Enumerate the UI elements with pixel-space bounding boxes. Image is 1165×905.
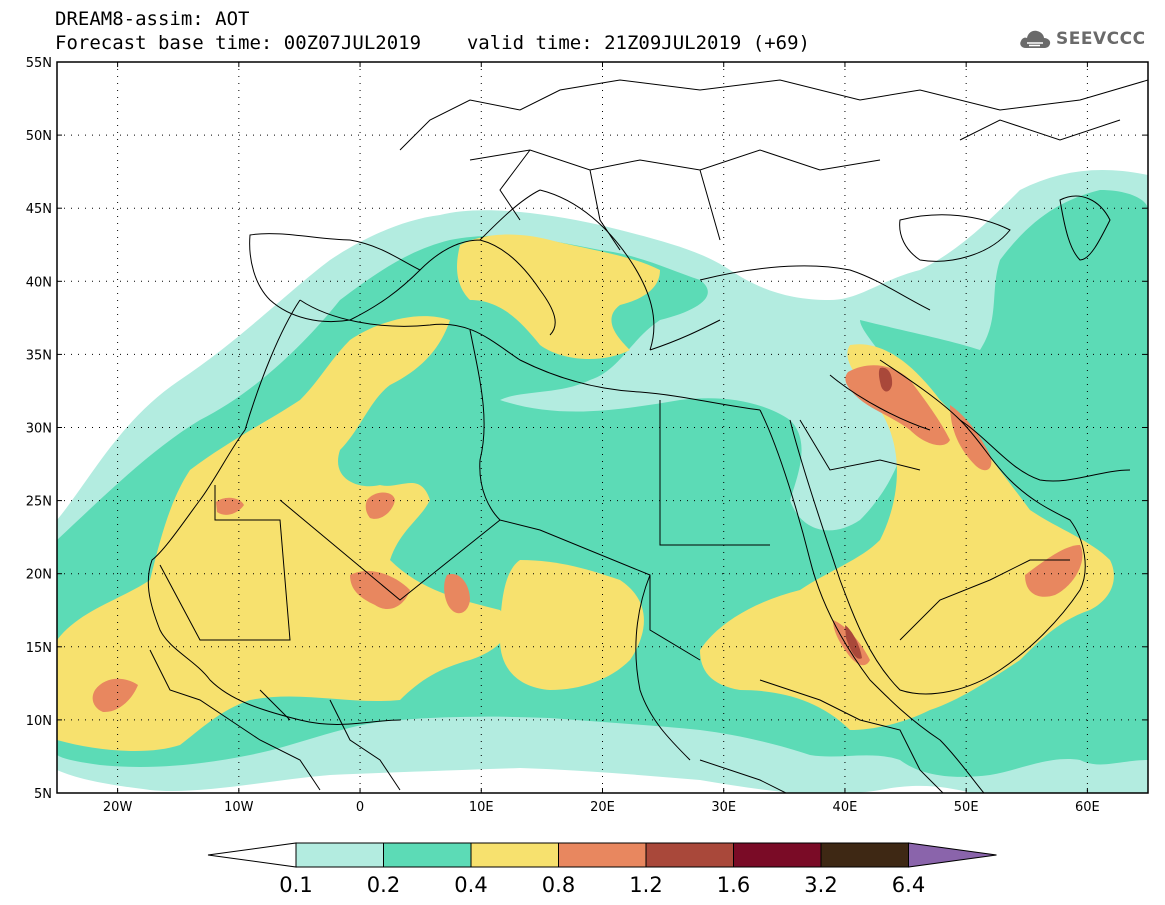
- coastline-balkans-greece: [539, 189, 721, 351]
- aot-colorbar: [207, 842, 997, 868]
- lat-tick-label: 40N: [26, 275, 52, 290]
- aot-band-0.8-1.2-niger: [444, 574, 470, 614]
- lat-tick-label: 55N: [26, 56, 52, 71]
- border-chad-sudan: [635, 574, 691, 761]
- aot-band-0.8-1.2-oman: [1025, 545, 1083, 597]
- aot-band-0.4-0.8-west: [57, 316, 509, 752]
- lon-tick-label: 0: [356, 800, 364, 815]
- coastline-persian-gulf: [959, 419, 1131, 482]
- graticule-grid: [57, 62, 1148, 793]
- longitude-tick-labels: 20W 10W 0 10E 20E 30E 40E 50E 60E: [103, 800, 1100, 815]
- lat-tick-label: 10N: [26, 714, 52, 729]
- aot-band-1.2-1.6-redsea: [845, 625, 862, 659]
- lat-tick-label: 15N: [26, 641, 52, 656]
- cloud-icon: [1020, 30, 1051, 48]
- lat-tick-label: 25N: [26, 495, 52, 510]
- colorbar-arrow-low: [207, 842, 297, 868]
- coastline-redsea-west: [759, 409, 985, 793]
- aot-band-1.2-1.6-iraq: [878, 367, 893, 392]
- lat-tick-label: 35N: [26, 348, 52, 363]
- border-west-africa-small: [149, 649, 401, 791]
- coastline-iberia: [249, 233, 421, 323]
- border-yemen-saudi: [899, 559, 1070, 641]
- aot-band-0.8-1.2-gulf: [950, 405, 992, 471]
- aot-band-0.8-1.2-senegal: [92, 678, 138, 713]
- aot-band-0.8-1.2-iraq: [845, 365, 950, 446]
- lat-tick-label: 30N: [26, 422, 52, 437]
- colorbar-box: [383, 842, 472, 868]
- coastline-blacksea: [899, 214, 1011, 262]
- seevccc-logo: SEEVCCC: [1018, 26, 1146, 52]
- colorbar-label: 0.4: [454, 873, 487, 897]
- colorbar-label: 3.2: [804, 873, 837, 897]
- map-title: DREAM8-assim: AOT: [55, 8, 250, 30]
- aot-band-0.4-0.8-italy: [457, 234, 660, 360]
- colorbar-label: 0.8: [542, 873, 575, 897]
- coastline-med-south: [299, 299, 761, 411]
- lon-tick-label: 60E: [1075, 800, 1100, 815]
- colorbar-label: 1.6: [717, 873, 750, 897]
- border-eu-interior: [399, 79, 1148, 251]
- colorbar-arrow-high: [908, 842, 997, 868]
- coastline-caspian: [1059, 195, 1111, 261]
- lon-tick-label: 10W: [224, 800, 254, 815]
- lat-tick-label: 50N: [26, 129, 52, 144]
- lon-tick-label: 20W: [103, 800, 133, 815]
- lon-tick-label: 10E: [469, 800, 494, 815]
- colorbar-box: [558, 842, 647, 868]
- coastline-turkey: [699, 265, 931, 311]
- logo-text: SEEVCCC: [1056, 29, 1146, 49]
- coastline-france-italy: [419, 189, 556, 336]
- aot-band-0.8-1.2-maur: [216, 497, 244, 515]
- colorbar-box: [295, 842, 384, 868]
- border-iraq-saudi: [799, 374, 931, 471]
- aot-band-0.4-0.8-arabia: [700, 344, 1114, 730]
- lon-tick-label: 50E: [954, 800, 979, 815]
- border-sahel: [279, 499, 701, 661]
- aot-band-0.8-1.2-mali: [350, 570, 410, 610]
- country-borders: [147, 79, 1148, 793]
- colorbar-label: 6.4: [892, 873, 925, 897]
- aot-band-0.4-0.8-central: [500, 560, 644, 690]
- border-east-africa: [699, 679, 944, 793]
- border-libya-egypt: [659, 400, 770, 546]
- lat-tick-label: 45N: [26, 202, 52, 217]
- axis-ticks: [57, 61, 1148, 794]
- border-mali-mauritania: [159, 485, 291, 641]
- colorbar-label: 1.2: [629, 873, 662, 897]
- aot-contour-fields: [57, 170, 1148, 793]
- lon-tick-label: 20E: [590, 800, 615, 815]
- subtitle-gap: [421, 32, 467, 54]
- colorbar-label: 0.2: [367, 873, 400, 897]
- coastline-africa-west: [147, 299, 401, 725]
- latitude-tick-labels: 5N 10N 15N 20N 25N 30N 35N 40N 45N 50N 55N: [26, 56, 52, 802]
- colorbar-box: [645, 842, 734, 868]
- coastline-arabia: [789, 359, 1086, 695]
- aot-band-0.8-1.2-sahara-n: [365, 492, 395, 519]
- lon-tick-label: 40E: [833, 800, 858, 815]
- colorbar-box: [733, 842, 822, 868]
- colorbar-box: [820, 842, 909, 868]
- map-subtitle: Forecast base time: 00Z07JUL2019 valid t…: [55, 32, 810, 54]
- lon-tick-label: 30E: [711, 800, 736, 815]
- colorbar-labels: 0.1 0.2 0.4 0.8 1.2 1.6 3.2 6.4: [279, 873, 925, 897]
- lat-tick-label: 20N: [26, 568, 52, 583]
- forecast-base-time: Forecast base time: 00Z07JUL2019: [55, 32, 422, 54]
- valid-time: valid time: 21Z09JUL2019 (+69): [466, 32, 810, 54]
- lat-tick-label: 5N: [34, 787, 52, 802]
- colorbar-label: 0.1: [279, 873, 312, 897]
- colorbar-box: [470, 842, 559, 868]
